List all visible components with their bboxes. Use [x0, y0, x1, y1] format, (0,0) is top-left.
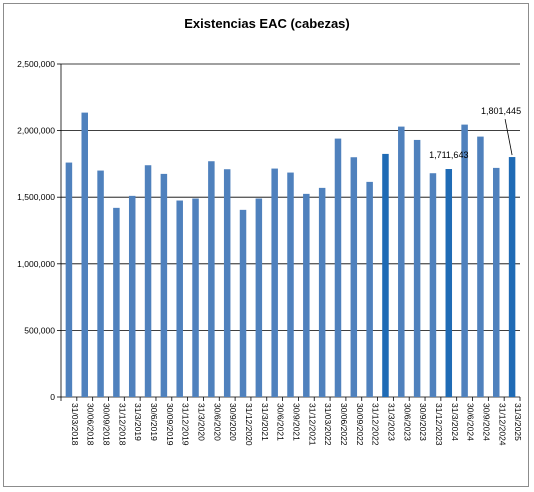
- bar: [223, 169, 231, 397]
- bar: [445, 169, 453, 397]
- x-tick-label: 30/6/2023: [402, 403, 412, 441]
- data-label: 1,801,445: [481, 106, 521, 116]
- bar: [318, 187, 326, 397]
- y-tick-label: 2,000,000: [17, 126, 55, 136]
- x-tick-label: 31/3/2021: [260, 403, 270, 441]
- bar: [303, 193, 310, 397]
- x-tick-label: 31/3/2020: [197, 403, 207, 441]
- bar: [192, 198, 199, 397]
- x-tick-label: 31/12/2020: [244, 403, 254, 446]
- x-tick-label: 31/12/2019: [181, 403, 191, 446]
- data-label: 1,711,643: [429, 150, 468, 160]
- bar: [477, 136, 484, 397]
- bar: [176, 200, 183, 397]
- bar: [97, 170, 104, 397]
- y-tick-label: 1,500,000: [17, 192, 55, 202]
- x-tick-label: 30/6/2020: [212, 403, 222, 441]
- bar: [398, 126, 405, 397]
- x-tick-label: 31/03/2018: [70, 403, 80, 446]
- x-tick-label: 30/6/2019: [149, 403, 159, 441]
- bar: [350, 157, 358, 397]
- x-tick-label: 30/06/2022: [339, 403, 349, 446]
- bar: [287, 172, 294, 397]
- y-tick-label: 2,500,000: [17, 59, 55, 69]
- bar: [382, 153, 389, 397]
- x-tick-label: 31/3/2025: [513, 403, 523, 441]
- bar: [208, 161, 215, 397]
- x-tick-label: 30/9/2024: [481, 403, 491, 441]
- y-tick-label: 1,000,000: [17, 259, 55, 269]
- y-tick-label: 0: [50, 392, 55, 402]
- bar: [113, 207, 120, 397]
- x-tick-label: 30/09/2022: [355, 403, 365, 446]
- x-tick-label: 31/12/2022: [371, 403, 381, 446]
- x-tick-label: 30/9/2020: [228, 403, 238, 441]
- x-tick-label: 31/3/2023: [386, 403, 396, 441]
- bar: [429, 173, 437, 397]
- bar: [144, 165, 152, 397]
- bar: [239, 209, 247, 397]
- bar: [81, 112, 88, 398]
- bar: [65, 162, 73, 397]
- x-tick-label: 30/9/2021: [292, 403, 302, 441]
- x-tick-label: 30/6/2024: [466, 403, 476, 441]
- x-tick-label: 31/12/2018: [117, 403, 127, 446]
- bar: [508, 157, 516, 397]
- bar: [334, 138, 342, 398]
- y-tick-label: 500,000: [24, 325, 55, 335]
- x-tick-label: 30/6/2021: [276, 403, 286, 441]
- x-tick-label: 31/12/2024: [497, 403, 507, 446]
- bar: [366, 181, 373, 397]
- chart-title: Existencias EAC (cabezas): [184, 16, 350, 31]
- leader-line: [504, 118, 513, 156]
- x-tick-label: 30/09/2019: [165, 403, 175, 446]
- x-tick-label: 31/12/2021: [307, 403, 317, 446]
- bar: [271, 168, 278, 397]
- x-tick-label: 30/06/2018: [86, 403, 96, 446]
- bar: [160, 173, 168, 397]
- chart-frame: [3, 3, 529, 487]
- bar: [413, 139, 421, 397]
- bar: [461, 124, 468, 397]
- x-tick-label: 30/09/2018: [102, 403, 112, 446]
- bar: [255, 198, 263, 397]
- bar: [493, 167, 500, 397]
- x-tick-label: 31/3/2019: [133, 403, 143, 441]
- bar: [128, 195, 136, 397]
- x-tick-label: 31/3/2024: [450, 403, 460, 441]
- x-tick-label: 30/9/2023: [418, 403, 428, 441]
- x-tick-label: 31/12/2023: [434, 403, 444, 446]
- x-tick-label: 31/03/2022: [323, 403, 333, 446]
